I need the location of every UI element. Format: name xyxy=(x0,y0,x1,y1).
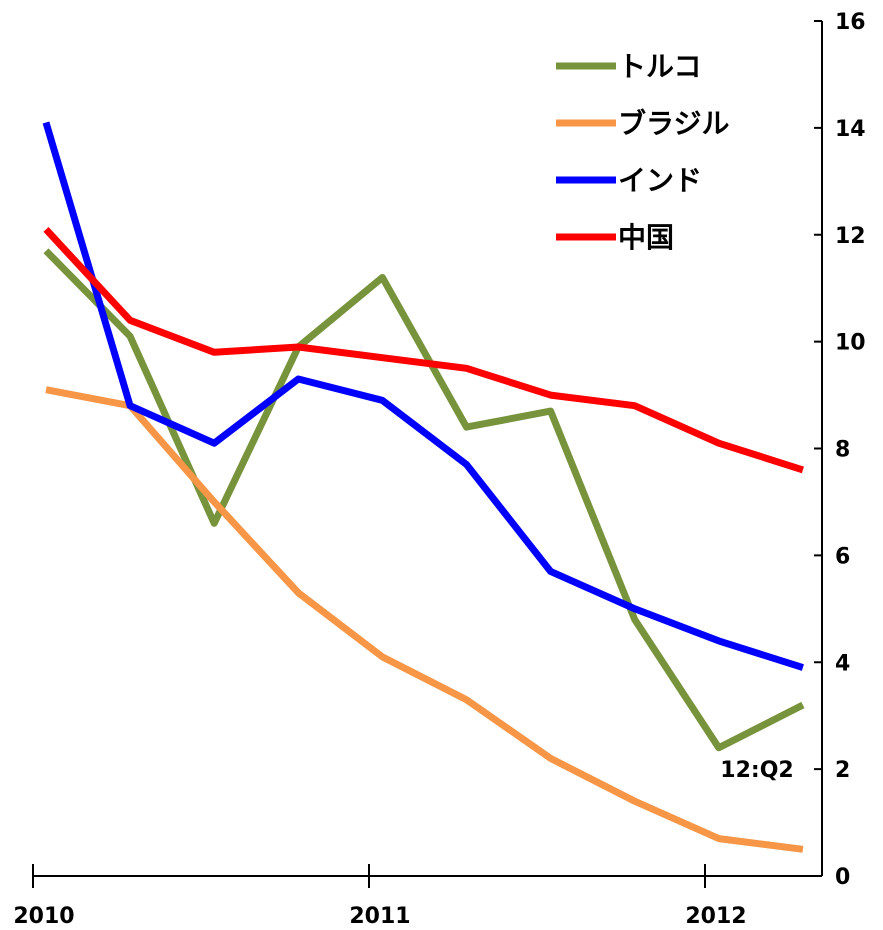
series-line-0 xyxy=(43,248,805,752)
y-tick-label: 6 xyxy=(835,544,850,569)
legend-label-1: ブラジル xyxy=(618,107,729,140)
series-line-2 xyxy=(42,121,804,671)
y-tick-label: 14 xyxy=(835,117,866,142)
x-tick-label: 2012 xyxy=(685,904,746,929)
legend-label-0: トルコ xyxy=(618,50,701,83)
y-tick-label: 8 xyxy=(835,438,850,463)
y-tick-label: 10 xyxy=(835,331,866,356)
y-tick-label: 12 xyxy=(835,224,866,249)
x-tick-label: 2010 xyxy=(13,904,74,929)
legend-label-3: 中国 xyxy=(618,221,674,254)
y-tick-label: 4 xyxy=(835,651,850,676)
y-tick-label: 0 xyxy=(835,865,850,890)
axes xyxy=(33,21,823,877)
series-line-1 xyxy=(45,386,804,853)
y-tick-label: 2 xyxy=(835,758,850,783)
legend-label-2: インド xyxy=(618,164,702,197)
x-tick-label: 2011 xyxy=(349,904,410,929)
series-line-3 xyxy=(43,227,804,474)
y-tick-label: 16 xyxy=(835,10,866,35)
annotation-label: 12:Q2 xyxy=(720,758,793,783)
x-axis-ticks: 2010 2011 2012 xyxy=(13,864,747,929)
series-lines xyxy=(42,121,805,853)
y-axis-ticks: 0 2 4 6 8 10 12 14 16 xyxy=(814,10,866,890)
